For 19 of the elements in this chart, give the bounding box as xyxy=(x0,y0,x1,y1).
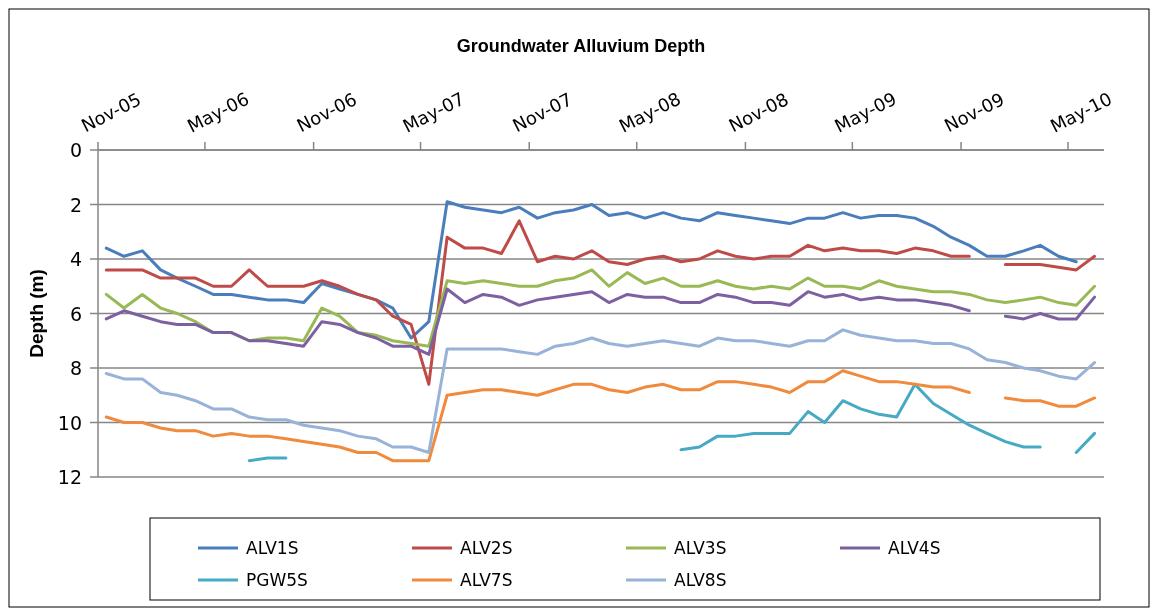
legend-label: ALV8S xyxy=(674,570,727,590)
y-tick-label: 4 xyxy=(69,248,82,270)
y-tick-label: 0 xyxy=(69,139,82,161)
y-tick-label: 6 xyxy=(69,302,82,325)
line-series xyxy=(104,268,1097,348)
y-tick-label: 12 xyxy=(57,466,82,488)
legend-label: ALV2S xyxy=(460,538,513,558)
legend-label: ALV7S xyxy=(460,570,513,590)
y-tick-label: 2 xyxy=(69,193,82,216)
legend-label: ALV3S xyxy=(674,538,727,558)
chart-title: Groundwater Alluvium Depth xyxy=(456,36,706,56)
legend-label: ALV1S xyxy=(246,538,299,558)
y-axis-title: Depth (m) xyxy=(26,269,47,358)
y-tick-label: 8 xyxy=(69,357,82,379)
line-series xyxy=(104,200,1078,340)
legend-label: ALV4S xyxy=(888,538,941,558)
legend-label: PGW5S xyxy=(246,570,308,590)
line-series xyxy=(104,328,1097,454)
y-tick-label: 10 xyxy=(57,411,82,434)
